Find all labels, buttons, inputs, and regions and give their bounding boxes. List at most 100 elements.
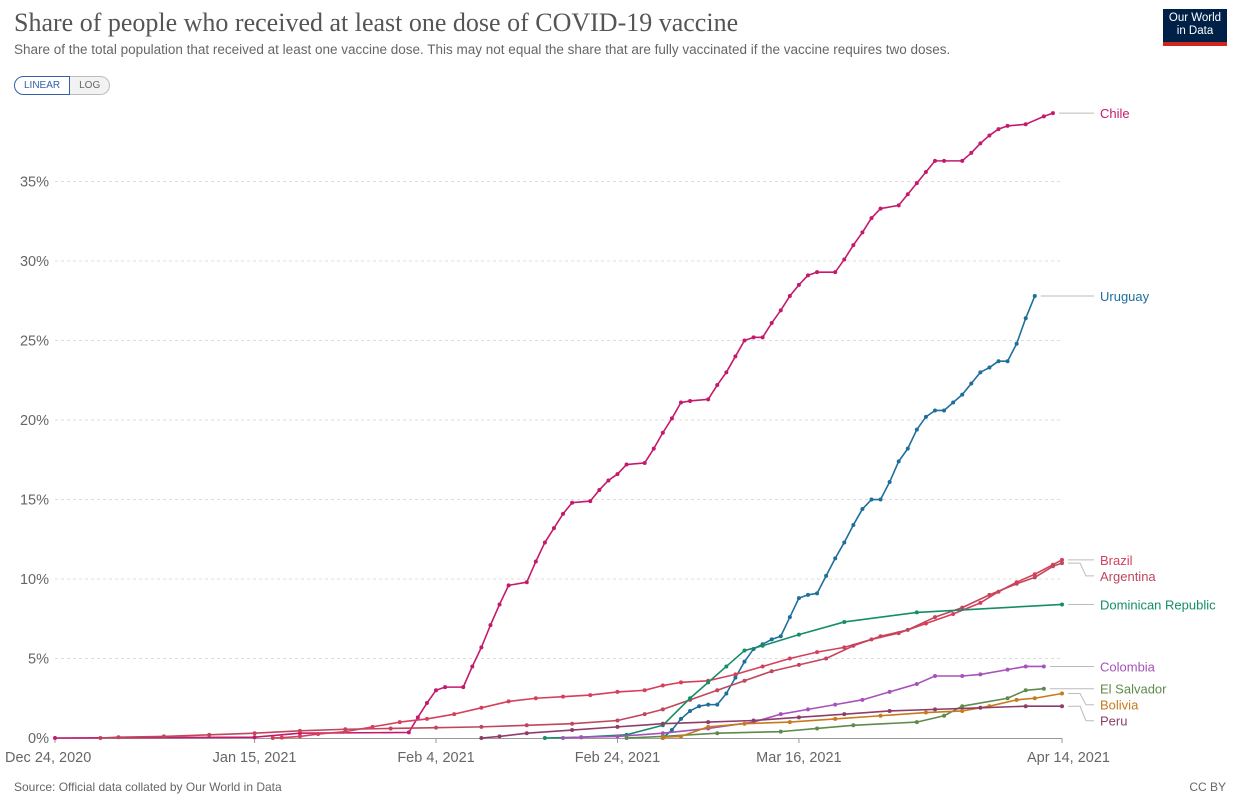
data-point <box>824 656 829 661</box>
data-point <box>951 611 956 616</box>
scale-toggle: LINEAR LOG <box>14 76 111 95</box>
x-tick-label: Mar 16, 2021 <box>756 750 841 766</box>
data-point <box>434 688 439 693</box>
data-point <box>969 381 974 386</box>
data-point <box>815 650 820 655</box>
data-point <box>561 694 566 699</box>
data-point <box>878 206 883 211</box>
data-point <box>923 710 928 715</box>
data-point <box>615 472 620 477</box>
data-point <box>914 720 919 725</box>
data-point <box>805 707 810 712</box>
data-point <box>161 734 166 739</box>
data-point <box>724 664 729 669</box>
y-tick-label: 10% <box>20 572 49 588</box>
data-point <box>932 615 937 620</box>
data-point <box>1060 691 1064 696</box>
data-point <box>606 478 611 483</box>
data-point <box>524 723 529 728</box>
data-point <box>751 718 756 723</box>
data-point <box>1005 359 1010 364</box>
data-point <box>678 680 683 685</box>
data-point <box>742 648 747 653</box>
data-point <box>1041 114 1046 119</box>
data-point <box>688 696 693 701</box>
data-point <box>887 689 892 694</box>
data-point <box>1023 688 1028 693</box>
data-point <box>978 370 983 375</box>
data-point <box>796 632 801 637</box>
data-point <box>996 359 1001 364</box>
data-point <box>497 734 502 739</box>
data-point <box>942 158 947 163</box>
data-point <box>479 705 484 710</box>
y-tick-label: 15% <box>20 493 49 509</box>
data-point <box>715 731 720 736</box>
y-tick-label: 35% <box>20 175 49 191</box>
data-point <box>470 664 475 669</box>
data-point <box>724 691 729 696</box>
data-point <box>887 480 892 485</box>
data-point <box>842 619 847 624</box>
data-point <box>733 672 738 677</box>
source-note[interactable]: Source: Official data collated by Our Wo… <box>14 780 282 794</box>
data-point <box>978 141 983 146</box>
data-point <box>706 724 711 729</box>
data-point <box>642 688 647 693</box>
data-point <box>987 133 992 138</box>
data-point <box>1041 686 1046 691</box>
data-point <box>1032 294 1037 299</box>
data-point <box>778 712 783 717</box>
series-line <box>272 559 1063 739</box>
data-point <box>415 715 420 720</box>
y-tick-label: 25% <box>20 334 49 350</box>
data-point <box>678 400 683 405</box>
series-line <box>626 687 1044 739</box>
data-point <box>815 270 820 275</box>
data-point <box>805 592 810 597</box>
data-point <box>706 702 711 707</box>
data-point <box>787 294 792 299</box>
data-point <box>279 735 284 740</box>
owid-logo[interactable]: Our World in Data <box>1163 9 1227 46</box>
data-point <box>570 721 575 726</box>
data-point <box>660 430 665 435</box>
data-point <box>914 610 919 615</box>
data-point <box>742 721 747 726</box>
data-point <box>842 540 847 545</box>
data-point <box>932 707 937 712</box>
data-point <box>914 681 919 686</box>
data-point <box>1023 704 1028 709</box>
data-point <box>1014 581 1019 586</box>
data-point <box>488 623 493 628</box>
data-point <box>1005 667 1010 672</box>
data-point <box>896 459 901 464</box>
data-point <box>960 158 965 163</box>
series-line <box>662 295 1036 739</box>
license-label[interactable]: CC BY <box>1189 780 1226 794</box>
data-point <box>860 507 865 512</box>
data-point <box>660 735 665 740</box>
data-point <box>506 583 511 588</box>
data-point <box>860 697 865 702</box>
data-point <box>542 736 547 740</box>
data-point <box>615 718 620 723</box>
data-point <box>923 414 928 419</box>
log-scale-button[interactable]: LOG <box>70 76 111 95</box>
linear-scale-button[interactable]: LINEAR <box>14 76 71 95</box>
data-point <box>978 705 983 710</box>
data-point <box>615 734 620 739</box>
data-point <box>960 708 965 713</box>
data-point <box>960 673 965 678</box>
series-label: Colombia <box>1100 659 1156 674</box>
data-point <box>207 732 212 737</box>
data-point <box>742 659 747 664</box>
data-point <box>597 487 602 492</box>
x-tick-label: Feb 4, 2021 <box>397 750 474 766</box>
data-point <box>851 522 856 527</box>
data-point <box>678 716 683 721</box>
data-point <box>942 408 947 413</box>
y-tick-label: 20% <box>20 413 49 429</box>
data-point <box>960 392 965 397</box>
